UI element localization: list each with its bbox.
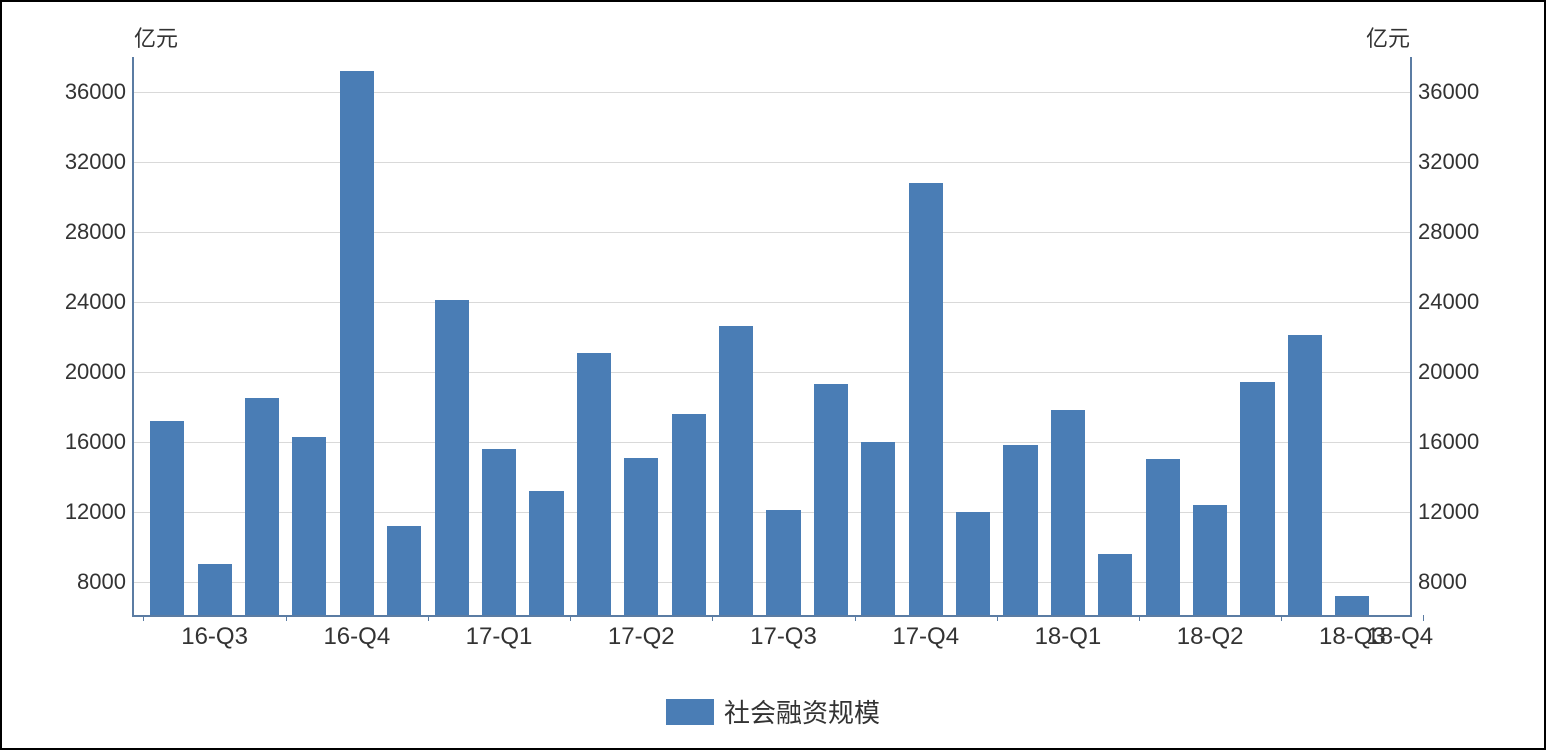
y-tick-right: 32000 xyxy=(1418,149,1479,175)
bar xyxy=(577,353,611,616)
x-tick-mark xyxy=(855,615,856,621)
x-tick-label: 16-Q4 xyxy=(323,623,390,651)
x-tick-label: 17-Q3 xyxy=(750,623,817,651)
y-tick-left: 36000 xyxy=(65,79,126,105)
x-tick-mark xyxy=(143,615,144,621)
y-tick-right: 28000 xyxy=(1418,219,1479,245)
x-tick-mark xyxy=(712,615,713,621)
bar xyxy=(529,491,563,615)
y-tick-right: 8000 xyxy=(1418,569,1467,595)
x-tick-label: 17-Q2 xyxy=(608,623,675,651)
bar xyxy=(150,421,184,615)
legend-label: 社会融资规模 xyxy=(724,693,880,730)
x-tick-mark xyxy=(1423,615,1424,621)
y-tick-left: 24000 xyxy=(65,289,126,315)
bar xyxy=(814,384,848,615)
x-tick-label: 18-Q1 xyxy=(1035,623,1102,651)
bar xyxy=(672,414,706,615)
bar xyxy=(387,526,421,615)
x-tick-mark xyxy=(1281,615,1282,621)
bar xyxy=(909,183,943,615)
bar xyxy=(435,300,469,615)
x-tick-label: 18-Q4 xyxy=(1366,623,1433,651)
legend: 社会融资规模 xyxy=(666,693,880,730)
bar xyxy=(1240,382,1274,615)
gridline xyxy=(134,232,1410,233)
y-tick-right: 36000 xyxy=(1418,79,1479,105)
bar xyxy=(1193,505,1227,615)
bar xyxy=(198,564,232,615)
x-tick-label: 16-Q3 xyxy=(181,623,248,651)
bar xyxy=(1335,596,1369,615)
gridline xyxy=(134,92,1410,93)
y-tick-left: 28000 xyxy=(65,219,126,245)
legend-swatch xyxy=(666,699,714,725)
y-tick-right: 12000 xyxy=(1418,499,1479,525)
bar xyxy=(624,458,658,616)
y-tick-right: 20000 xyxy=(1418,359,1479,385)
y-tick-left: 20000 xyxy=(65,359,126,385)
x-tick-label: 17-Q4 xyxy=(892,623,959,651)
y-tick-right: 16000 xyxy=(1418,429,1479,455)
bar xyxy=(482,449,516,615)
x-tick-mark xyxy=(286,615,287,621)
gridline xyxy=(134,302,1410,303)
chart-container: 亿元 亿元 8000 8000 12000 12000 16000 16000 20000 2… xyxy=(0,0,1546,750)
gridline xyxy=(134,372,1410,373)
bar xyxy=(292,437,326,616)
y-axis-unit-right: 亿元 xyxy=(1366,21,1410,53)
plot-area: 亿元 亿元 8000800012000120001600016000200002… xyxy=(132,57,1412,617)
bar xyxy=(861,442,895,615)
y-tick-right: 24000 xyxy=(1418,289,1479,315)
bar xyxy=(956,512,990,615)
bar xyxy=(766,510,800,615)
bar xyxy=(340,71,374,615)
x-tick-mark xyxy=(1139,615,1140,621)
y-tick-left: 12000 xyxy=(65,499,126,525)
bar xyxy=(1288,335,1322,615)
bar xyxy=(1003,445,1037,615)
bar xyxy=(719,326,753,615)
bar xyxy=(1051,410,1085,615)
y-tick-left: 16000 xyxy=(65,429,126,455)
x-tick-mark xyxy=(997,615,998,621)
x-tick-label: 18-Q2 xyxy=(1177,623,1244,651)
y-tick-left: 8000 xyxy=(77,569,126,595)
x-tick-mark xyxy=(570,615,571,621)
x-tick-mark xyxy=(428,615,429,621)
gridline xyxy=(134,162,1410,163)
y-axis-unit-left: 亿元 xyxy=(134,21,178,53)
bar xyxy=(1146,459,1180,615)
bar xyxy=(1098,554,1132,615)
x-tick-label: 17-Q1 xyxy=(466,623,533,651)
y-tick-left: 32000 xyxy=(65,149,126,175)
bar xyxy=(245,398,279,615)
